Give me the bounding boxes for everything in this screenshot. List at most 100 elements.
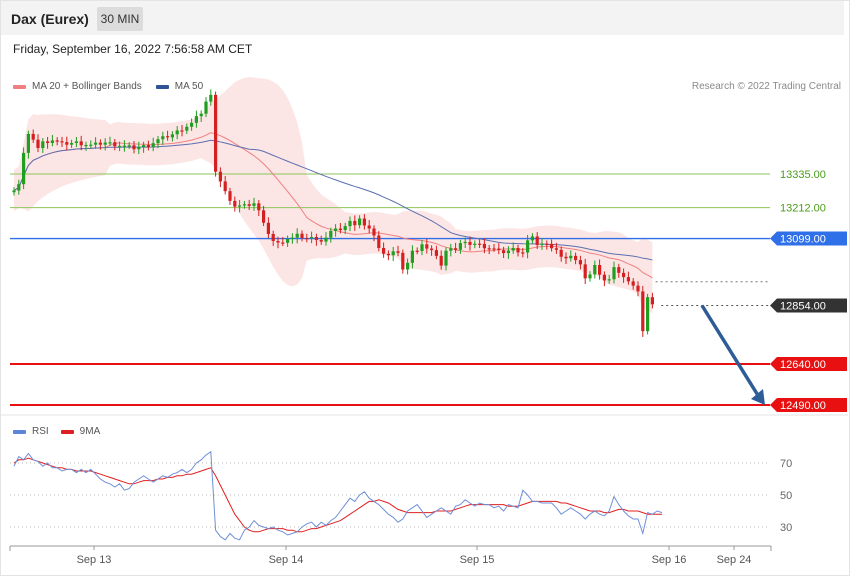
candle-body-65 xyxy=(324,237,328,242)
legend-rsi-ma-label: 9MA xyxy=(79,426,101,437)
candle-body-14 xyxy=(79,141,83,146)
candle-body-68 xyxy=(338,228,342,231)
candle-body-67 xyxy=(334,228,338,231)
forecast-arrow-head xyxy=(751,389,765,406)
level-label-3: 12854.00 xyxy=(780,300,826,312)
candle-body-56 xyxy=(281,242,285,244)
candle-body-21 xyxy=(113,142,117,147)
candle-body-103 xyxy=(506,250,510,254)
candle-body-74 xyxy=(367,225,371,229)
candle-body-43 xyxy=(218,171,222,182)
candle-body-125 xyxy=(612,267,616,280)
candle-body-131 xyxy=(641,291,645,332)
candle-body-85 xyxy=(420,244,424,251)
candle-body-92 xyxy=(454,248,458,250)
candle-body-17 xyxy=(94,142,98,145)
candle-body-33 xyxy=(170,134,174,138)
candle-body-133 xyxy=(650,297,654,305)
candle-body-16 xyxy=(89,144,93,146)
candle-body-80 xyxy=(396,251,400,253)
candle-body-31 xyxy=(161,136,165,140)
main-legend: MA 20 + Bollinger Bands MA 50 xyxy=(13,81,203,92)
candle-body-62 xyxy=(310,237,314,239)
rsi-ma-swatch xyxy=(60,429,74,434)
level-label-2: 13099.00 xyxy=(780,234,826,246)
candle-body-118 xyxy=(578,260,582,265)
candle-body-40 xyxy=(204,101,208,114)
candle-body-50 xyxy=(252,203,256,206)
bollinger-bands xyxy=(14,77,653,314)
key-levels xyxy=(10,173,770,407)
candle-body-18 xyxy=(98,142,102,145)
candle-body-76 xyxy=(377,235,381,248)
rsi-legend: RSI 9MA xyxy=(13,426,100,437)
candle-body-124 xyxy=(607,279,611,281)
candle-body-97 xyxy=(478,243,482,245)
level-tag-5 xyxy=(770,398,847,413)
candle-body-35 xyxy=(180,130,184,132)
candle-body-51 xyxy=(257,203,261,211)
candle-body-100 xyxy=(492,248,496,250)
candle-body-9 xyxy=(55,140,59,142)
candle-body-12 xyxy=(70,143,74,145)
time-label-2: Sep 15 xyxy=(460,554,495,566)
candle-body-66 xyxy=(329,230,333,238)
candle-body-63 xyxy=(314,237,318,241)
candle-body-96 xyxy=(473,243,477,245)
rsi-swatch xyxy=(13,429,26,434)
candle-body-6 xyxy=(41,141,45,149)
level-label-0: 13335.00 xyxy=(780,169,826,181)
candle-body-86 xyxy=(425,244,429,249)
candle-body-26 xyxy=(137,147,141,150)
candle-body-116 xyxy=(569,255,573,259)
candle-body-8 xyxy=(50,140,54,143)
chart-timestamp: Friday, September 16, 2022 7:56:58 AM CE… xyxy=(13,42,253,56)
candle-body-38 xyxy=(194,116,198,123)
candle-body-13 xyxy=(74,141,78,144)
level-tag-4 xyxy=(770,357,847,371)
legend-ma20-label: MA 20 + Bollinger Bands xyxy=(32,81,142,92)
forecast-arrow-shaft xyxy=(700,304,761,398)
candle-body-3 xyxy=(26,133,30,153)
candle-body-119 xyxy=(583,264,587,279)
candle-body-128 xyxy=(626,277,630,282)
candle-body-47 xyxy=(238,205,242,207)
candle-body-71 xyxy=(353,220,357,226)
candle-body-10 xyxy=(60,141,64,143)
candle-body-115 xyxy=(564,256,568,259)
candle-body-82 xyxy=(406,262,410,270)
candle-body-69 xyxy=(343,226,347,231)
candle-body-52 xyxy=(262,210,266,223)
candle-body-41 xyxy=(209,94,213,102)
interval-selector[interactable]: 30 MIN xyxy=(97,7,143,31)
candle-body-107 xyxy=(526,240,530,253)
candle-body-25 xyxy=(132,145,136,150)
rsi-tick-50: 50 xyxy=(780,490,792,502)
chart-header: Dax (Eurex) 30 MIN xyxy=(1,1,844,35)
level-tags: 13335.00 13212.00 13099.00 12854.00 12640.00… xyxy=(770,169,847,413)
level-label-4: 12640.00 xyxy=(780,359,826,371)
candle-body-113 xyxy=(554,248,558,250)
candle-body-34 xyxy=(175,130,179,135)
rsi-tick-70: 70 xyxy=(780,458,792,470)
candle-body-120 xyxy=(588,274,592,279)
candle-body-123 xyxy=(602,274,606,281)
candlesticks xyxy=(12,89,654,337)
candle-body-58 xyxy=(290,237,294,239)
candle-body-5 xyxy=(36,139,40,149)
level-tag-2 xyxy=(770,231,847,246)
candle-body-75 xyxy=(372,228,376,236)
candle-body-105 xyxy=(516,247,520,253)
time-label-1: Sep 14 xyxy=(269,554,304,566)
candle-body-106 xyxy=(521,252,525,254)
candle-body-29 xyxy=(151,143,155,148)
candle-body-129 xyxy=(631,281,635,286)
candle-body-121 xyxy=(593,264,597,275)
candle-body-114 xyxy=(559,249,563,257)
bollinger-band-area xyxy=(14,77,653,314)
rsi-tick-30: 30 xyxy=(780,522,792,534)
candle-body-49 xyxy=(247,204,251,206)
candle-body-122 xyxy=(598,264,602,275)
candle-body-7 xyxy=(46,141,50,143)
candle-body-44 xyxy=(223,181,227,192)
